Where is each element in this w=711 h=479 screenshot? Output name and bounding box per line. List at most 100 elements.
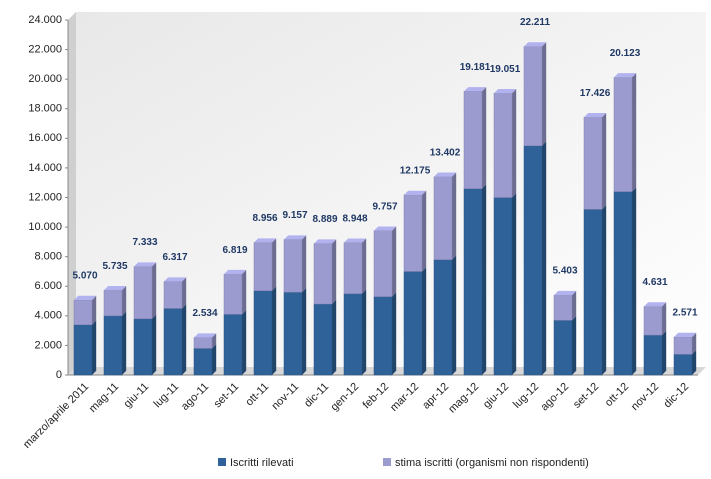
bar-segment — [313, 243, 333, 305]
data-label: 2.534 — [192, 308, 217, 319]
bar-side — [512, 193, 517, 375]
bar-top — [614, 73, 637, 78]
bar-side — [92, 295, 97, 325]
data-label: 22.211 — [520, 17, 550, 28]
bar-side — [452, 172, 457, 260]
bar-top — [434, 172, 457, 177]
x-tick-label: set-11 — [212, 381, 242, 411]
bar-side — [422, 190, 427, 272]
bar-segment — [343, 242, 363, 294]
bar-segment — [133, 318, 153, 376]
y-tick-label: 22.000 — [28, 43, 62, 55]
bar-segment — [253, 290, 273, 376]
bar-segment — [223, 314, 243, 376]
bar-segment — [283, 291, 303, 376]
bar-side — [542, 42, 547, 146]
y-tick-label: 8.000 — [34, 251, 62, 263]
bar-side — [272, 238, 277, 291]
bar-side — [632, 187, 637, 375]
y-tick-label: 6.000 — [34, 280, 62, 292]
data-label: 6.819 — [222, 245, 247, 256]
bar-segment — [613, 77, 633, 192]
bar-side — [332, 299, 337, 375]
bar-side — [182, 277, 187, 309]
bar-top — [164, 277, 187, 282]
bar-segment — [313, 303, 333, 376]
bar-side — [302, 235, 307, 293]
bar-side — [482, 87, 487, 189]
data-label: 8.956 — [252, 213, 277, 224]
bar-side — [692, 350, 697, 375]
y-tick-label: 12.000 — [28, 191, 62, 203]
data-label: 5.403 — [552, 266, 577, 277]
bar-side — [212, 333, 217, 349]
bar-segment — [223, 273, 243, 315]
y-tick-label: 0 — [56, 369, 62, 381]
bar-segment — [133, 266, 153, 320]
bar-segment — [403, 271, 423, 376]
bar-side — [572, 290, 577, 321]
x-tick-label: lug-11 — [152, 381, 182, 411]
legend-label: Iscritti rilevati — [230, 457, 294, 469]
bar-side — [512, 89, 517, 198]
bar-segment — [283, 239, 303, 293]
bar-top — [104, 285, 127, 291]
bar-side — [362, 289, 367, 375]
y-tick-label: 10.000 — [28, 221, 62, 233]
x-tick-label: ott-12 — [603, 381, 631, 409]
bar-segment — [433, 259, 453, 376]
legend-swatch — [383, 458, 391, 466]
bar-side — [482, 184, 487, 375]
x-tick-label: mar-12 — [388, 381, 421, 414]
bar-side — [572, 316, 577, 375]
bar-side — [242, 269, 247, 315]
bar-segment — [433, 176, 453, 260]
bar-segment — [343, 293, 363, 376]
data-label: 8.889 — [312, 214, 337, 225]
bar-segment — [673, 354, 693, 376]
bar-top — [524, 42, 547, 47]
bar-top — [74, 295, 97, 301]
bar-side — [182, 304, 187, 375]
bar-top — [464, 87, 487, 92]
x-tick-label: ott-11 — [243, 381, 271, 409]
data-label: 17.426 — [580, 88, 611, 99]
bar-segment — [523, 145, 543, 376]
data-label: 7.333 — [132, 237, 157, 248]
x-tick-label: gen-12 — [328, 381, 361, 414]
data-label: 5.735 — [102, 261, 127, 272]
bar-segment — [163, 308, 183, 376]
bar-segment — [73, 324, 93, 376]
x-tick-label: lug-12 — [511, 381, 541, 411]
bar-segment — [103, 315, 123, 376]
bar-side — [122, 285, 127, 316]
y-tick-label: 14.000 — [28, 162, 62, 174]
bar-segment — [253, 242, 273, 291]
data-label: 19.181 — [460, 62, 491, 73]
bar-side — [272, 286, 277, 375]
bar-segment — [373, 296, 393, 376]
bar-side — [302, 287, 307, 375]
bar-segment — [643, 306, 663, 336]
bar-top — [404, 190, 427, 195]
bar-top — [194, 333, 217, 338]
bar-side — [422, 267, 427, 375]
legend-label: stima iscritti (organismi non rispondent… — [395, 457, 589, 469]
bar-side — [152, 262, 157, 319]
bar-side — [602, 205, 607, 375]
x-tick-label: ago-11 — [179, 381, 211, 413]
data-label: 8.948 — [342, 213, 367, 224]
data-label: 4.631 — [642, 277, 667, 288]
bar-side — [332, 239, 337, 304]
bar-top — [254, 238, 277, 243]
data-label: 2.571 — [672, 308, 697, 319]
y-tick-label: 16.000 — [28, 132, 62, 144]
bar-top — [554, 290, 577, 296]
bar-segment — [583, 116, 603, 210]
bar-side — [392, 226, 397, 297]
x-tick-label: dic-12 — [661, 381, 691, 411]
bar-side — [92, 320, 97, 375]
data-label: 12.175 — [400, 166, 431, 177]
x-tick-label: nov-12 — [629, 381, 661, 413]
